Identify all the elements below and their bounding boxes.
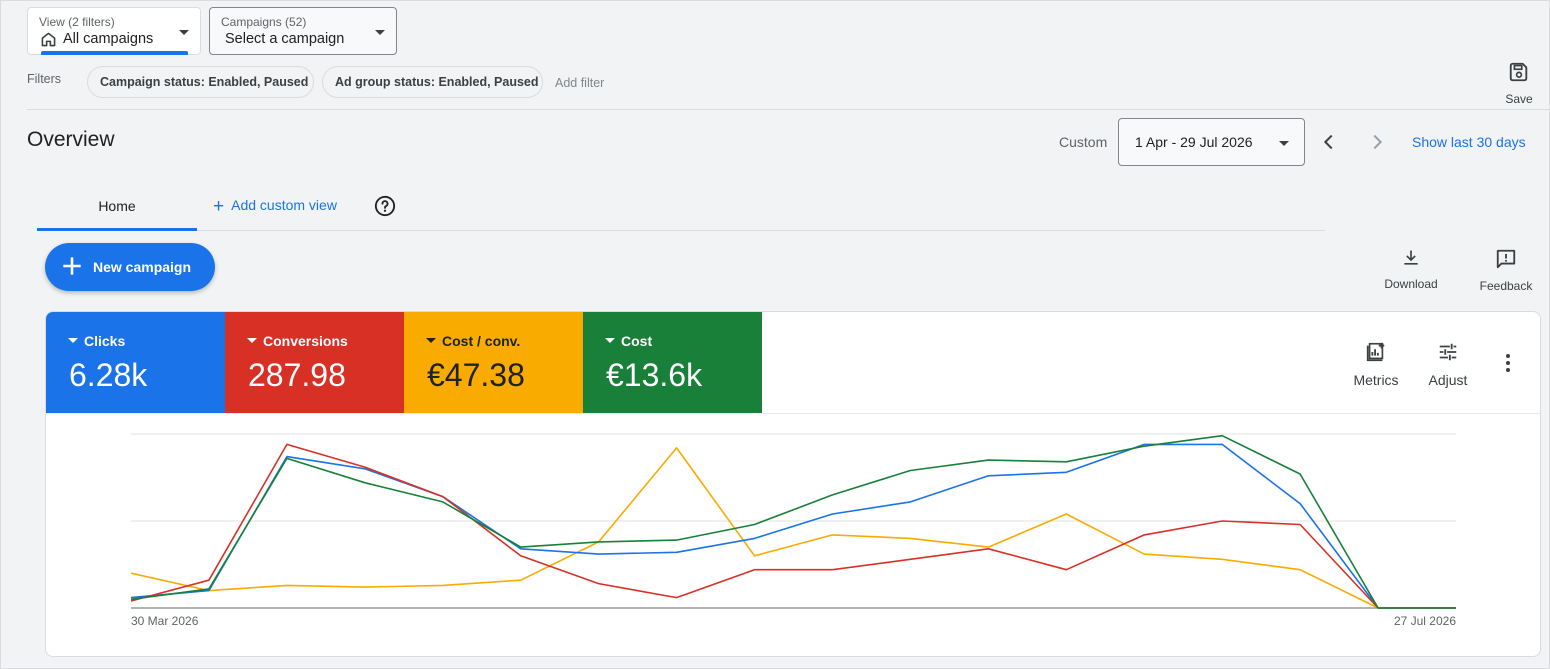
- add-custom-view-button[interactable]: + Add custom view: [213, 196, 337, 218]
- date-range-selector[interactable]: 1 Apr - 29 Jul 2026: [1118, 118, 1305, 166]
- help-icon[interactable]: [374, 195, 396, 222]
- download-icon: [1401, 250, 1421, 272]
- scorecard-clicks[interactable]: Clicks 6.28k: [46, 312, 225, 413]
- home-icon: [41, 32, 56, 52]
- new-campaign-label: New campaign: [93, 259, 192, 275]
- view-selector-indicator: [41, 51, 188, 55]
- series-line-cost: [130, 434, 1456, 609]
- save-label: Save: [1505, 92, 1533, 106]
- tab-home[interactable]: Home: [37, 190, 197, 231]
- dropdown-arrow-icon: [605, 338, 615, 343]
- card-divider: [46, 413, 1540, 414]
- campaign-selector-value: Select a campaign: [225, 31, 345, 47]
- feedback-button[interactable]: Feedback: [1475, 248, 1537, 293]
- chevron-down-icon: [1279, 141, 1289, 146]
- view-selector-caption: View (2 filters): [39, 15, 115, 29]
- chevron-right-icon: [1366, 131, 1388, 158]
- scorecard-clicks-name: Clicks: [68, 333, 125, 349]
- chevron-left-icon[interactable]: [1318, 131, 1340, 158]
- scorecard-clicks-label: Clicks: [84, 333, 126, 349]
- plus-icon: [59, 253, 85, 282]
- scorecard-cost[interactable]: Cost €13.6k: [583, 312, 762, 413]
- page-title: Overview: [27, 128, 115, 151]
- filter-chip-campaign-status[interactable]: Campaign status: Enabled, Paused: [87, 66, 314, 98]
- metrics-label: Metrics: [1353, 372, 1399, 388]
- plus-icon: +: [213, 196, 225, 217]
- date-range-value: 1 Apr - 29 Jul 2026: [1135, 134, 1253, 150]
- scorecard-conversions-name: Conversions: [247, 333, 348, 349]
- filters-label: Filters: [27, 72, 62, 86]
- scorecard-cost-per-conv-label: Cost / conv.: [442, 333, 521, 349]
- scorecard-cost-value: €13.6k: [606, 357, 703, 393]
- campaign-selector[interactable]: Campaigns (52) Select a campaign: [209, 7, 397, 55]
- more-options-icon[interactable]: [1498, 352, 1518, 379]
- header-divider: [27, 109, 1550, 110]
- download-button[interactable]: Download: [1380, 248, 1442, 291]
- add-filter-link[interactable]: Add filter: [555, 76, 605, 90]
- tabs-divider: [37, 230, 1325, 231]
- feedback-label: Feedback: [1479, 279, 1533, 293]
- view-selector[interactable]: View (2 filters) All campaigns: [27, 7, 201, 55]
- scorecard-conversions[interactable]: Conversions 287.98: [225, 312, 404, 413]
- series-line-conversions: [130, 443, 1456, 609]
- view-selector-value: All campaigns: [63, 31, 154, 47]
- dropdown-arrow-icon: [68, 338, 78, 343]
- show-last-30-days-link[interactable]: Show last 30 days: [1412, 134, 1526, 150]
- campaign-selector-caption: Campaigns (52): [221, 15, 307, 29]
- tab-active-indicator: [37, 228, 197, 231]
- new-campaign-button[interactable]: New campaign: [45, 243, 215, 291]
- save-button[interactable]: Save: [1500, 61, 1538, 106]
- scorecard-cost-per-conv-name: Cost / conv.: [426, 333, 520, 349]
- chevron-down-icon: [375, 30, 385, 35]
- dropdown-arrow-icon: [426, 338, 436, 343]
- x-axis-end-label: 27 Jul 2026: [1394, 614, 1456, 628]
- scorecard-cost-per-conv-value: €47.38: [427, 357, 525, 393]
- adjust-button[interactable]: Adjust: [1420, 341, 1476, 388]
- date-range-type-label: Custom: [1059, 134, 1108, 150]
- scorecards: Clicks 6.28k Conversions 287.98 Cost / c…: [46, 312, 762, 413]
- save-icon: [1508, 62, 1530, 87]
- add-custom-view-label: Add custom view: [231, 197, 337, 213]
- scorecard-cost-label: Cost: [621, 333, 653, 349]
- chevron-down-icon: [179, 30, 189, 35]
- series-line-clicks: [130, 443, 1456, 609]
- filter-chip-ad-group-status[interactable]: Ad group status: Enabled, Paused: [322, 66, 543, 98]
- download-label: Download: [1384, 277, 1438, 291]
- tune-icon: [1437, 343, 1459, 367]
- x-axis-start-label: 30 Mar 2026: [131, 614, 199, 628]
- dropdown-arrow-icon: [247, 338, 257, 343]
- scorecard-clicks-value: 6.28k: [69, 357, 148, 393]
- adjust-label: Adjust: [1428, 372, 1468, 388]
- metrics-button[interactable]: Metrics: [1344, 341, 1408, 388]
- line-chart: 30 Mar 2026 27 Jul 2026: [130, 433, 1456, 628]
- performance-card: Clicks 6.28k Conversions 287.98 Cost / c…: [45, 311, 1541, 657]
- feedback-icon: [1495, 249, 1517, 274]
- metrics-icon: [1364, 342, 1388, 367]
- scorecard-conversions-label: Conversions: [263, 333, 348, 349]
- scorecard-conversions-value: 287.98: [248, 357, 346, 393]
- tab-home-label: Home: [98, 198, 136, 214]
- scorecard-cost-per-conv[interactable]: Cost / conv. €47.38: [404, 312, 583, 413]
- series-line-cost-conv: [130, 447, 1456, 609]
- scorecard-cost-name: Cost: [605, 333, 652, 349]
